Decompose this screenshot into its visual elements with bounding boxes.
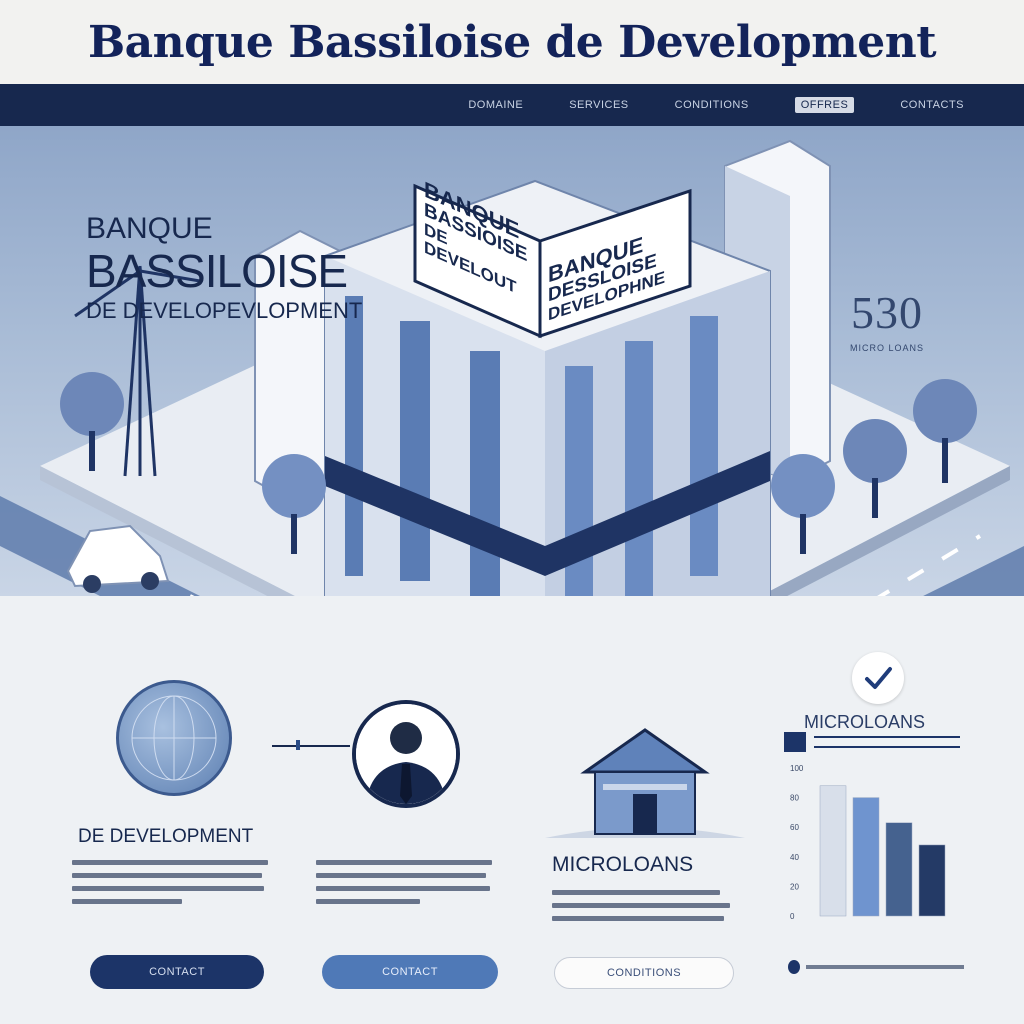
chart-caption-dot xyxy=(788,960,800,974)
nav-item-services[interactable]: SERVICES xyxy=(569,99,629,111)
contact-button-secondary[interactable]: CONTACT xyxy=(322,955,498,989)
development-description xyxy=(72,860,272,912)
nav-item-contacts[interactable]: CONTACTS xyxy=(900,99,964,111)
development-title: DE DEVELOPMENT xyxy=(78,826,254,847)
advisor-avatar xyxy=(352,700,460,808)
connector-dot xyxy=(296,740,300,750)
microloans-card-title: MICROLOANS xyxy=(552,853,694,876)
y-tick-label: 20 xyxy=(790,882,799,891)
nav-item-domaine[interactable]: DOMAINE xyxy=(468,99,524,111)
microloans-chart-title: MICROLOANS xyxy=(804,712,926,732)
nav-items: DOMAINE SERVICES CONDITIONS OFFRES CONTA… xyxy=(468,84,964,126)
conditions-button[interactable]: CONDITIONS xyxy=(554,957,734,989)
road xyxy=(0,496,1024,596)
top-navbar: DOMAINE SERVICES CONDITIONS OFFRES CONTA… xyxy=(0,84,1024,126)
lane-marks xyxy=(190,534,982,596)
chart-header-rule xyxy=(814,736,960,738)
hero-section: BANQUE BASSILOISE DE DEVELOPEVLOPMENT BA… xyxy=(0,126,1024,596)
hero-brand: BANQUE BASSILOISE DE DEVELOPEVLOPMENT xyxy=(86,214,426,322)
car-icon xyxy=(66,524,170,593)
chart-bar xyxy=(885,822,913,917)
globe-icon xyxy=(116,680,232,796)
bank-house-icon xyxy=(545,728,745,838)
microloan-stat: 530 MICRO LOANS xyxy=(850,286,924,353)
trees xyxy=(60,372,977,554)
microloans-description xyxy=(552,890,732,929)
chart-caption xyxy=(788,960,964,974)
y-tick-label: 0 xyxy=(790,912,795,921)
contact-button-primary[interactable]: CONTACT xyxy=(90,955,264,989)
y-tick-label: 100 xyxy=(790,764,804,773)
stat-number: 530 xyxy=(851,287,923,338)
brand-line-3: DE DEVELOPEVLOPMENT xyxy=(86,298,363,323)
page-title: Banque Bassiloise de Development xyxy=(0,0,1024,84)
nav-item-conditions[interactable]: CONDITIONS xyxy=(674,99,749,111)
brand-line-2: BASSILOISE xyxy=(86,245,348,297)
brand-line-1: BANQUE xyxy=(86,212,213,245)
advisor-description xyxy=(316,860,506,912)
y-tick-label: 40 xyxy=(790,853,799,862)
chart-bar xyxy=(918,844,946,917)
chart-header-rule xyxy=(814,746,960,748)
y-tick-label: 60 xyxy=(790,823,799,832)
chart-bar xyxy=(819,785,847,917)
connector-line xyxy=(272,745,350,747)
microloans-chart: 100 80 60 40 20 0 xyxy=(784,732,964,922)
chart-caption-text xyxy=(806,965,964,969)
nav-item-offres[interactable]: OFFRES xyxy=(794,97,855,113)
chart-header-icon xyxy=(784,732,806,752)
hero-illustration xyxy=(0,139,1024,596)
y-tick-label: 80 xyxy=(790,794,799,803)
checkmark-icon xyxy=(852,652,904,704)
chart-bar xyxy=(852,797,880,917)
stat-label: MICRO LOANS xyxy=(850,343,925,353)
crane-icon xyxy=(74,265,201,477)
